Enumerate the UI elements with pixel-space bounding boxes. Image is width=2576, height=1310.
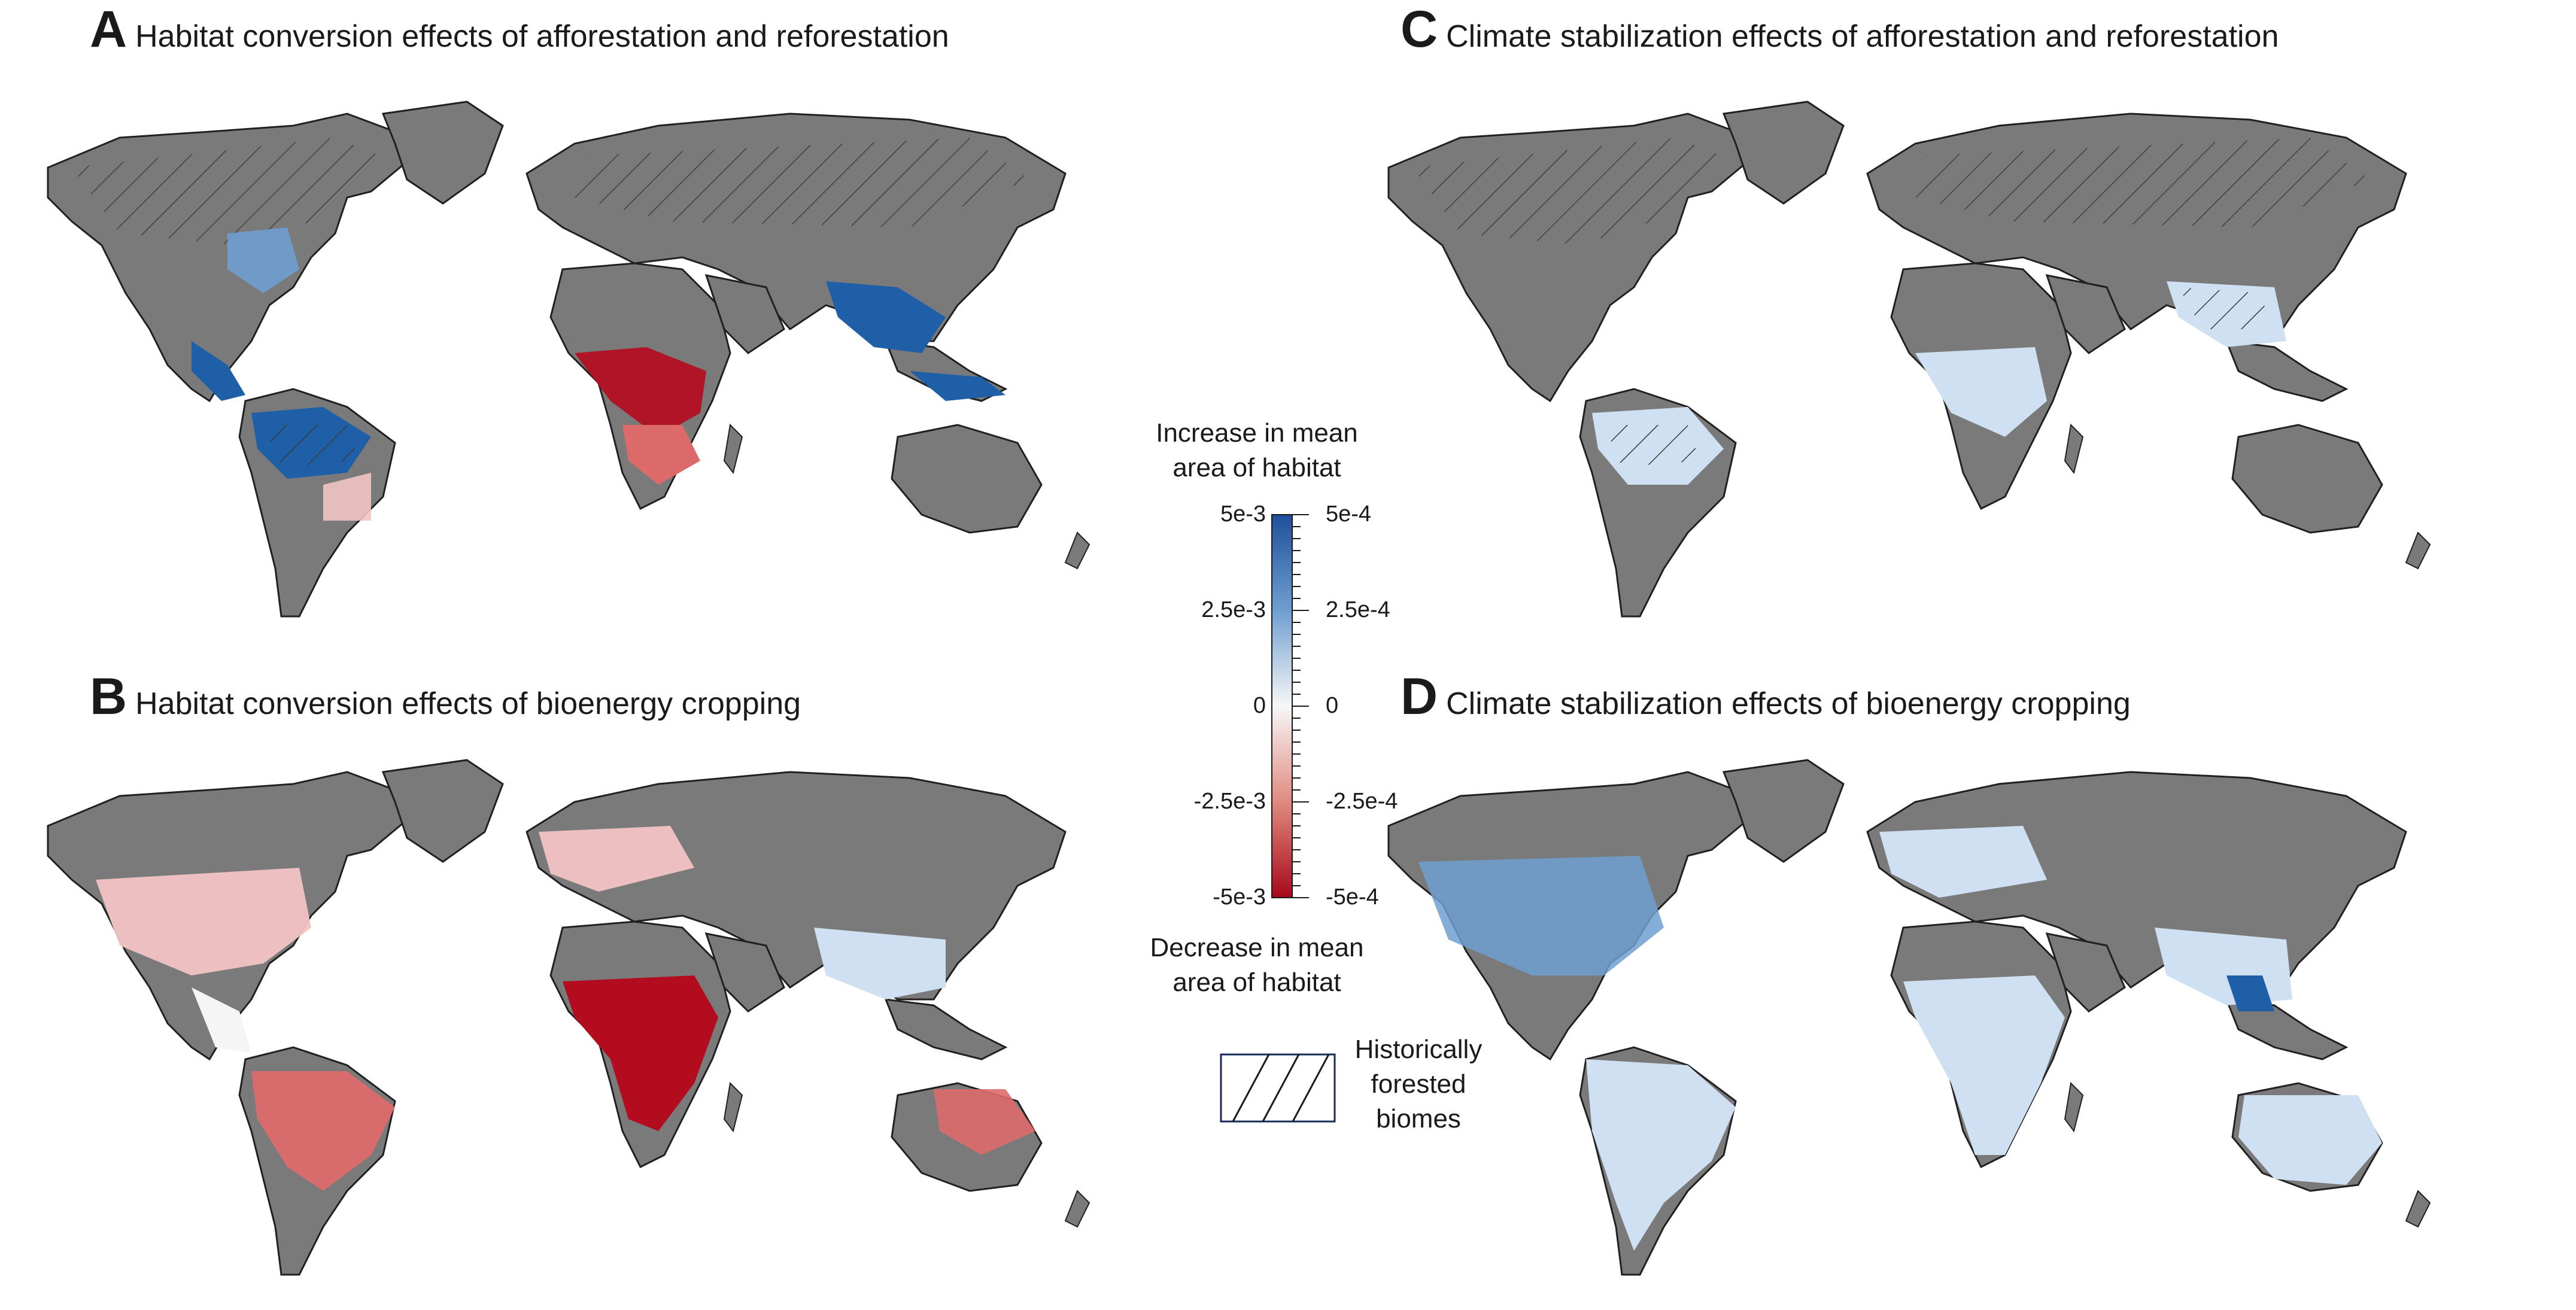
panel-letter: A: [90, 1, 127, 58]
red-africa: [563, 975, 718, 1131]
light-blue-africa: [1903, 975, 2065, 1155]
colorbar-right-tick: -5e-4: [1326, 885, 1379, 910]
colorbar-left-tick: 2.5e-3: [1201, 597, 1266, 622]
light-blue-australia: [2238, 1095, 2382, 1185]
colorbar-ticks: [1292, 514, 1309, 898]
legend-increase-line2: area of habitat: [1172, 453, 1341, 482]
hatch-eurasia: [575, 138, 1029, 227]
pink-north-america: [96, 868, 311, 975]
light-blue-south-america: [1586, 1059, 1736, 1251]
hatch-eurasia: [1915, 138, 2370, 227]
blue-south-asia: [2155, 928, 2292, 1005]
hatch-amazon: [263, 425, 359, 467]
blue-east-na: [227, 227, 299, 293]
panel-b-title: B Habitat conversion effects of bioenergy…: [90, 667, 801, 727]
hatch-legend-line3: biomes: [1376, 1104, 1461, 1133]
blue-europe: [1879, 826, 2047, 898]
pink-australia: [934, 1089, 1035, 1155]
panel-c-title: C Climate stabilization effects of affore…: [1401, 0, 2279, 59]
map-d: [1387, 759, 2431, 1276]
hatch-north: [1412, 138, 1736, 245]
strong-blue-indochina: [2226, 975, 2274, 1011]
panel-d-title: D Climate stabilization effects of bioene…: [1401, 667, 2131, 727]
white-central-america: [192, 987, 251, 1053]
blue-indonesia: [910, 371, 1006, 401]
hatch-legend-line1: Historically: [1354, 1035, 1483, 1064]
light-blue-africa: [1915, 347, 2047, 437]
colorbar-left-tick: -5e-3: [1213, 885, 1266, 910]
panel-a-title: A Habitat conversion effects of afforesta…: [90, 0, 949, 59]
hatch-south-asia: [2179, 287, 2268, 329]
colorbar-right-tick: 0: [1326, 693, 1339, 718]
hatch-legend-label: Historically forested biomes: [1341, 1032, 1496, 1136]
pink-europe: [539, 826, 694, 892]
map-b: [47, 759, 1090, 1276]
colorbar-left-tick: 5e-3: [1220, 501, 1266, 527]
white-brazil: [323, 473, 371, 521]
panel-title-text: Habitat conversion effects of afforestat…: [135, 19, 949, 54]
colorbar-right-tick: -2.5e-4: [1326, 789, 1398, 814]
hatch-north: [72, 138, 395, 245]
panel-title-text: Climate stabilization effects of affores…: [1446, 19, 2279, 54]
panel-title-text: Habitat conversion effects of bioenergy …: [135, 686, 801, 721]
colorbar: [1271, 514, 1309, 898]
hatch-legend-swatch: [1220, 1053, 1336, 1123]
hatch-legend-line2: forested: [1371, 1069, 1466, 1099]
colorbar-left-tick: -2.5e-3: [1193, 789, 1266, 814]
legend-increase-line1: Increase in mean: [1156, 418, 1358, 448]
legend-increase-label: Increase in mean area of habitat: [1137, 416, 1377, 485]
panel-letter: B: [90, 668, 127, 725]
panel-letter: D: [1401, 668, 1438, 725]
blue-central-america: [192, 341, 245, 401]
red-south-africa: [622, 425, 700, 485]
colorbar-right-tick: 5e-4: [1326, 501, 1372, 527]
map-c: [1387, 101, 2431, 618]
map-a: [47, 101, 1090, 618]
red-central-africa: [575, 347, 706, 437]
hatch-amazon: [1604, 425, 1700, 467]
blue-south-asia: [826, 281, 946, 353]
light-blue-south-asia: [814, 928, 946, 999]
colorbar-right-tick: 2.5e-4: [1326, 597, 1390, 622]
legend-decrease-line1: Decrease in mean: [1150, 933, 1364, 962]
panel-letter: C: [1401, 1, 1438, 58]
legend-decrease-line2: area of habitat: [1172, 968, 1341, 997]
panel-title-text: Climate stabilization effects of bioener…: [1446, 686, 2131, 721]
red-south-america: [251, 1071, 395, 1191]
colorbar-gradient: [1271, 514, 1293, 898]
blue-north-america: [1418, 856, 1664, 975]
colorbar-left-tick: 0: [1253, 693, 1266, 718]
legend-decrease-label: Decrease in mean area of habitat: [1137, 931, 1377, 1000]
